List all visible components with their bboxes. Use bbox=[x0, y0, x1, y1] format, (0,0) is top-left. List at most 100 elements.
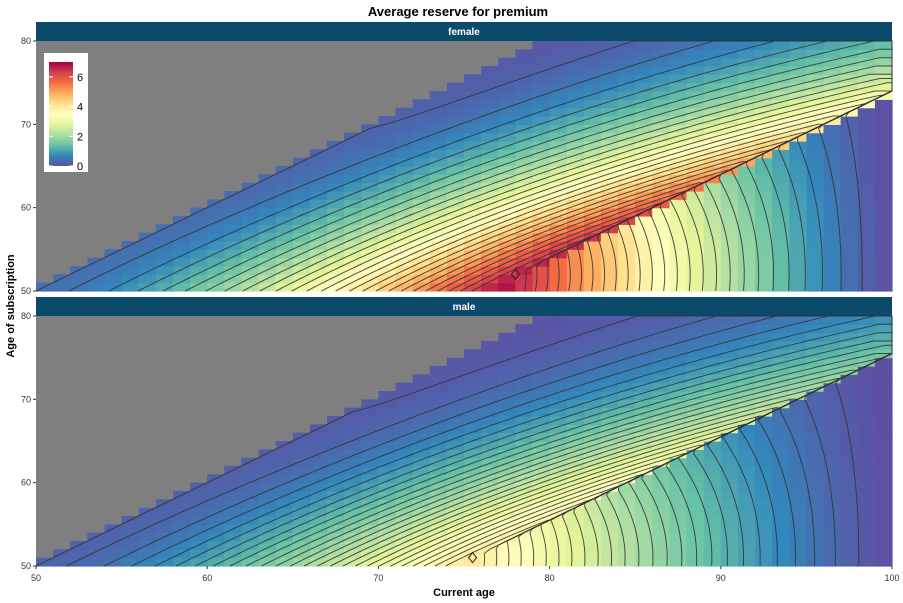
heatmap-cell bbox=[720, 332, 739, 342]
heatmap-cell bbox=[395, 166, 414, 175]
heatmap-cell bbox=[395, 232, 414, 242]
contour-line bbox=[321, 103, 867, 292]
heatmap-cell bbox=[686, 191, 705, 200]
heatmap-cell bbox=[309, 241, 328, 250]
heatmap-cell bbox=[857, 116, 876, 125]
heatmap-cell bbox=[840, 207, 859, 217]
heatmap-cell bbox=[635, 382, 653, 392]
heatmap-cell bbox=[720, 207, 739, 217]
heatmap-cell bbox=[600, 482, 619, 492]
heatmap-cell bbox=[412, 407, 431, 417]
heatmap-cell bbox=[515, 107, 534, 117]
heatmap-cell bbox=[755, 324, 773, 334]
heatmap-cell bbox=[498, 191, 516, 200]
heatmap-cell bbox=[241, 266, 260, 275]
heatmap-cell bbox=[464, 266, 482, 275]
heatmap-cell bbox=[857, 474, 876, 484]
heatmap-cell bbox=[481, 366, 499, 375]
heatmap-cell bbox=[583, 66, 602, 75]
heatmap-cell bbox=[309, 491, 328, 500]
heatmap-cell bbox=[583, 416, 602, 425]
heatmap-cell bbox=[772, 174, 790, 184]
heatmap-cell bbox=[464, 541, 482, 550]
heatmap-cell bbox=[652, 82, 671, 92]
heatmap-cell bbox=[481, 182, 499, 192]
heatmap-cell bbox=[309, 432, 328, 442]
heatmap-cell bbox=[789, 232, 807, 242]
heatmap-cell bbox=[772, 449, 790, 459]
heatmap-cell bbox=[378, 191, 397, 200]
heatmap-cell bbox=[361, 432, 379, 442]
heatmap-cell bbox=[772, 182, 790, 192]
heatmap-cell bbox=[429, 232, 448, 242]
contour-line bbox=[388, 148, 773, 292]
heatmap-cell bbox=[412, 157, 431, 167]
heatmap-cell bbox=[789, 524, 807, 534]
heatmap-cell bbox=[481, 482, 499, 492]
heatmap-cell bbox=[412, 499, 431, 509]
heatmap-cell bbox=[618, 466, 636, 475]
heatmap-cell bbox=[258, 541, 277, 550]
heatmap-cell bbox=[361, 532, 379, 542]
heatmap-cell bbox=[344, 232, 362, 242]
heatmap-cell bbox=[549, 182, 568, 192]
heatmap-cell bbox=[327, 191, 345, 200]
heatmap-cell bbox=[823, 441, 842, 450]
heatmap-cell bbox=[361, 174, 379, 184]
heatmap-cell bbox=[446, 374, 465, 384]
heatmap-cell bbox=[789, 424, 807, 434]
heatmap-cell bbox=[720, 399, 739, 409]
heatmap-cell bbox=[840, 41, 859, 50]
heatmap-cell bbox=[635, 274, 653, 284]
heatmap-cell bbox=[395, 407, 414, 417]
heatmap-cell bbox=[806, 141, 825, 150]
heatmap-cell bbox=[172, 249, 191, 259]
heatmap-cell bbox=[635, 266, 653, 275]
heatmap-cell bbox=[155, 541, 174, 550]
heatmap-cell bbox=[498, 516, 516, 525]
heatmap-cell bbox=[600, 116, 619, 125]
heatmap-cell bbox=[703, 557, 722, 567]
heatmap-cell bbox=[857, 74, 876, 84]
heatmap-cell bbox=[789, 407, 807, 417]
heatmap-cell bbox=[241, 466, 260, 475]
heatmap-cell bbox=[840, 532, 859, 542]
heatmap-cell bbox=[53, 282, 71, 292]
heatmap-cell bbox=[618, 349, 636, 359]
heatmap-cell bbox=[737, 241, 756, 250]
heatmap-cell bbox=[292, 507, 311, 517]
heatmap-cell bbox=[207, 232, 225, 242]
heatmap-cell bbox=[703, 324, 722, 334]
heatmap-cell bbox=[823, 332, 842, 342]
heatmap-cell bbox=[789, 374, 807, 384]
heatmap-cell bbox=[292, 532, 311, 542]
heatmap-cell bbox=[498, 441, 516, 450]
heatmap-cell bbox=[618, 516, 636, 525]
heatmap-cell bbox=[635, 416, 653, 425]
heatmap-cell bbox=[840, 374, 859, 384]
heatmap-cell bbox=[361, 166, 379, 175]
heatmap-cell bbox=[618, 166, 636, 175]
heatmap-cell bbox=[481, 207, 499, 217]
heatmap-cell bbox=[840, 282, 859, 292]
heatmap-cell bbox=[720, 449, 739, 459]
heatmap-cell bbox=[566, 524, 585, 534]
heatmap-cell bbox=[138, 241, 157, 250]
heatmap-cell bbox=[840, 182, 859, 192]
heatmap-cell bbox=[87, 282, 106, 292]
heatmap-cell bbox=[669, 491, 688, 500]
heatmap-cell bbox=[583, 91, 602, 100]
heatmap-cell bbox=[395, 432, 414, 442]
heatmap-cell bbox=[806, 282, 825, 292]
heatmap-cell bbox=[737, 91, 756, 100]
heatmap-cell bbox=[806, 524, 825, 534]
heatmap-cell bbox=[789, 199, 807, 209]
heatmap-cell bbox=[806, 532, 825, 542]
y-tick-label: 60 bbox=[21, 203, 31, 213]
heatmap-cell bbox=[720, 374, 739, 384]
heatmap-cell bbox=[737, 66, 756, 75]
heatmap-cell bbox=[481, 82, 499, 92]
heatmap-cell bbox=[669, 182, 688, 192]
heatmap-cell bbox=[652, 399, 671, 409]
heatmap-cell bbox=[292, 466, 311, 475]
